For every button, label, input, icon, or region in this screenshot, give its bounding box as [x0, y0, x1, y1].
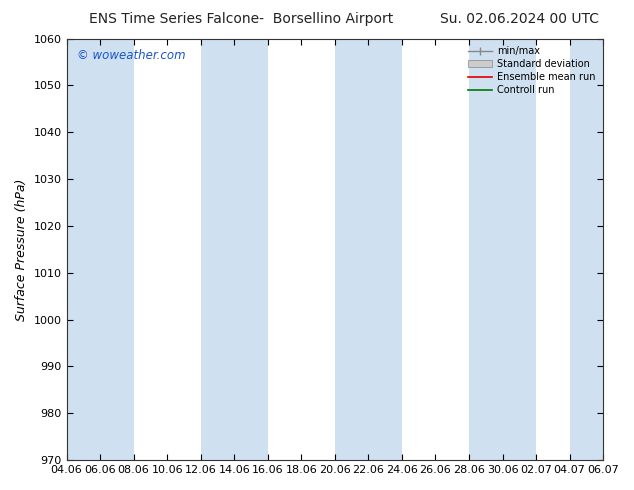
Legend: min/max, Standard deviation, Ensemble mean run, Controll run: min/max, Standard deviation, Ensemble me…	[465, 44, 598, 98]
Text: ENS Time Series Falcone-  Borsellino Airport: ENS Time Series Falcone- Borsellino Airp…	[89, 12, 393, 26]
Bar	[569, 39, 603, 460]
Bar	[201, 39, 268, 460]
Bar	[67, 39, 134, 460]
Text: © woweather.com: © woweather.com	[77, 49, 186, 62]
Bar	[335, 39, 402, 460]
Y-axis label: Surface Pressure (hPa): Surface Pressure (hPa)	[15, 178, 28, 320]
Bar	[469, 39, 536, 460]
Text: Su. 02.06.2024 00 UTC: Su. 02.06.2024 00 UTC	[441, 12, 599, 26]
